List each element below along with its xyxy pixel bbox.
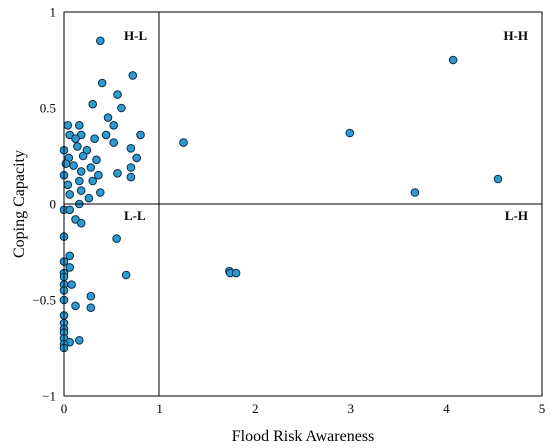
data-point-55 — [86, 291, 96, 301]
data-point-33 — [126, 172, 136, 182]
x-tick-label-4: 4 — [443, 401, 450, 416]
data-point-1 — [128, 71, 138, 80]
data-point-45 — [76, 218, 86, 228]
data-point-31 — [94, 170, 103, 180]
y-axis-ticks: 1 0.5 0 −0.5 −1 — [32, 5, 56, 404]
data-point-7 — [109, 121, 118, 130]
x-tick-label-1: 1 — [156, 401, 163, 416]
x-tick-label-0: 0 — [61, 401, 68, 416]
quadrant-label-top-left: H-L — [124, 28, 147, 43]
data-point-53 — [67, 280, 76, 289]
data-point-48 — [65, 251, 74, 261]
data-point-69 — [121, 270, 131, 280]
data-point-73 — [493, 174, 503, 184]
data-point-5 — [117, 103, 126, 113]
data-point-0 — [96, 36, 105, 46]
x-tick-label-2: 2 — [252, 401, 259, 416]
data-point-40 — [84, 193, 94, 203]
y-tick-label-2: 0 — [50, 197, 57, 212]
data-point-23 — [92, 155, 101, 165]
data-point-17 — [73, 142, 82, 151]
x-axis-ticks: 0 1 2 3 4 5 — [61, 401, 546, 416]
data-point-32 — [113, 169, 122, 178]
data-point-18 — [126, 144, 136, 153]
data-point-26 — [69, 161, 78, 170]
x-tick-label-5: 5 — [539, 401, 546, 416]
data-point-37 — [76, 186, 86, 195]
data-points — [59, 36, 503, 353]
y-tick-label-0: 1 — [50, 5, 57, 20]
data-point-71 — [345, 128, 355, 138]
x-tick-label-3: 3 — [348, 401, 355, 416]
data-point-57 — [86, 303, 96, 313]
data-point-8 — [63, 121, 73, 130]
data-point-24 — [132, 153, 141, 163]
y-tick-label-4: −1 — [42, 389, 56, 404]
y-tick-label-1: 0.5 — [40, 101, 56, 116]
y-axis-label: Coping Capacity — [11, 150, 28, 258]
data-point-49 — [65, 263, 74, 272]
data-point-58 — [71, 301, 80, 311]
quadrant-label-top-right: H-H — [503, 28, 528, 43]
data-point-21 — [78, 151, 88, 161]
data-point-25 — [61, 159, 71, 168]
x-axis-label: Flood Risk Awareness — [232, 428, 375, 445]
data-point-39 — [65, 190, 74, 199]
data-point-74 — [410, 188, 420, 197]
plot-frame — [63, 11, 543, 397]
data-point-70 — [179, 138, 188, 147]
data-point-29 — [76, 167, 86, 176]
data-point-27 — [86, 163, 96, 172]
data-point-28 — [126, 163, 136, 172]
data-point-10 — [136, 130, 145, 140]
data-point-16 — [109, 138, 118, 147]
data-point-65 — [75, 336, 84, 345]
data-point-4 — [88, 99, 97, 109]
data-point-11 — [101, 130, 111, 140]
data-point-15 — [90, 134, 99, 143]
y-tick-label-3: −0.5 — [32, 293, 56, 308]
data-point-38 — [96, 188, 105, 197]
data-point-14 — [71, 134, 80, 143]
data-point-2 — [97, 78, 107, 88]
quadrant-label-bottom-left: L-L — [124, 208, 146, 223]
data-point-68 — [112, 234, 121, 243]
quadrant-label-bottom-right: L-H — [505, 208, 528, 223]
data-point-77 — [231, 268, 241, 278]
data-point-35 — [88, 176, 97, 186]
data-point-72 — [448, 55, 458, 65]
data-point-9 — [75, 121, 84, 130]
data-point-36 — [63, 180, 73, 190]
data-point-3 — [113, 90, 122, 99]
data-point-43 — [65, 205, 74, 215]
data-point-34 — [75, 176, 84, 186]
data-point-6 — [103, 113, 113, 122]
